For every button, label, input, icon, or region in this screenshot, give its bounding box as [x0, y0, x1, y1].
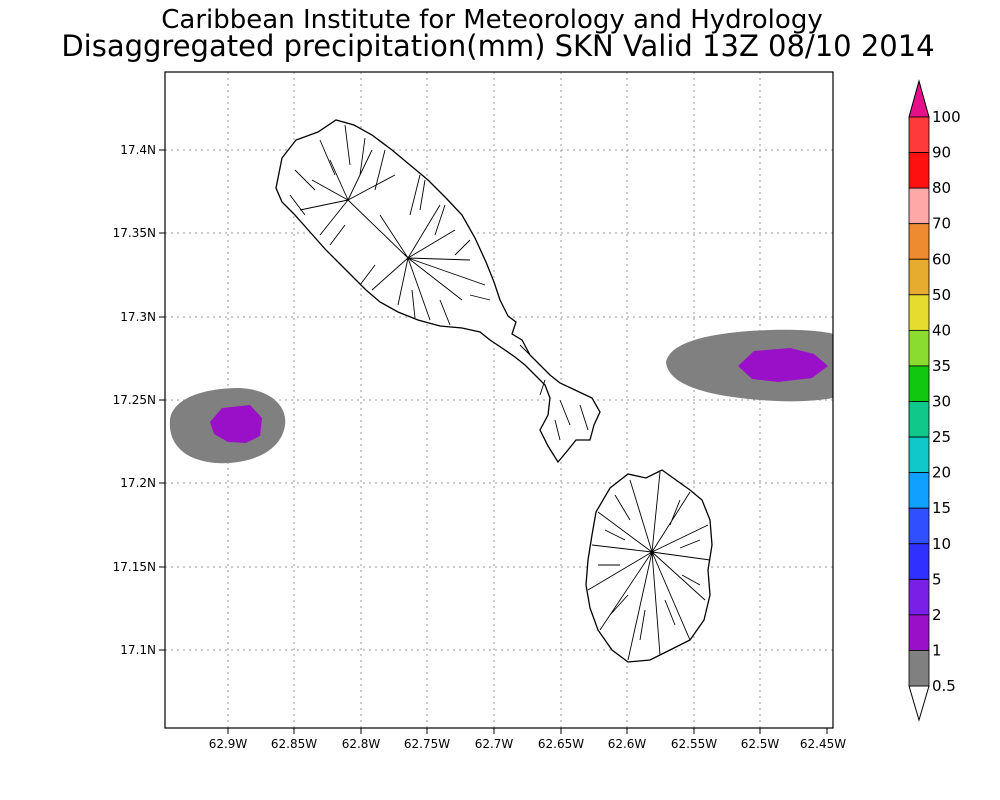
colorbar-bottom-arrow [908, 685, 930, 722]
island-st-kitts [275, 119, 601, 464]
title-line-1: Caribbean Institute for Meteorology and … [161, 5, 822, 35]
colorbar-label: 35 [932, 357, 951, 375]
colorbar-segment [908, 401, 930, 438]
precip-area-west [169, 388, 286, 464]
colorbar-legend: 100 90 80 70 60 50 40 35 30 25 20 15 10 5 2 1 0.5 [908, 79, 961, 722]
x-tick-label: 62.45W [800, 737, 846, 751]
colorbar-segment [908, 116, 930, 153]
x-axis: 62.9W 62.85W 62.8W 62.75W 62.7W 62.65W 6… [209, 728, 846, 751]
colorbar-label: 70 [932, 215, 951, 233]
nevis-drainage [587, 471, 711, 661]
colorbar-label: 10 [932, 535, 951, 553]
y-tick-label: 17.2N [120, 476, 156, 490]
map-background [165, 72, 833, 728]
y-tick-label: 17.4N [120, 143, 156, 157]
colorbar-segment [908, 578, 930, 616]
st-kitts-drainage [289, 124, 589, 441]
colorbar-label: 1 [932, 641, 942, 659]
colorbar-segment [908, 329, 930, 367]
x-tick-label: 62.75W [404, 737, 450, 751]
colorbar-label: 40 [932, 321, 951, 339]
colorbar-segment [908, 543, 930, 580]
colorbar-segment [908, 258, 930, 296]
colorbar-segment [908, 365, 930, 402]
colorbar-label: 30 [932, 393, 951, 411]
colorbar-segment [908, 614, 930, 651]
title-line-2: Disaggregated precipitation(mm) SKN Vali… [61, 29, 934, 63]
colorbar-label: 90 [932, 144, 951, 162]
colorbar-label: 5 [932, 570, 942, 588]
y-tick-label: 17.1N [120, 643, 156, 657]
precip-east-inner [738, 348, 828, 382]
colorbar-segment [908, 650, 930, 687]
colorbar-segment [908, 472, 930, 509]
x-tick-label: 62.65W [538, 737, 584, 751]
y-axis: 17.4N 17.35N 17.3N 17.25N 17.2N 17.15N 1… [113, 143, 165, 657]
colorbar-segment [908, 152, 930, 189]
colorbar-label: 20 [932, 464, 951, 482]
colorbar-segment [908, 187, 930, 225]
y-tick-label: 17.25N [113, 393, 156, 407]
colorbar-label: 2 [932, 606, 942, 624]
y-tick-label: 17.35N [113, 226, 156, 240]
y-tick-label: 17.3N [120, 310, 156, 324]
colorbar-label: 80 [932, 179, 951, 197]
colorbar-segment [908, 507, 930, 545]
colorbar-label: 100 [932, 108, 961, 126]
precip-area-east [666, 329, 833, 402]
map-panel [164, 71, 834, 729]
colorbar-labels: 100 90 80 70 60 50 40 35 30 25 20 15 10 5 2 1 0.5 [932, 108, 961, 695]
colorbar-label: 50 [932, 286, 951, 304]
x-tick-label: 62.85W [271, 737, 317, 751]
x-tick-label: 62.6W [608, 737, 647, 751]
colorbar-segment [908, 294, 930, 331]
x-tick-label: 62.9W [209, 737, 248, 751]
colorbar-label: 25 [932, 428, 951, 446]
x-tick-label: 62.7W [475, 737, 514, 751]
x-tick-label: 62.8W [342, 737, 381, 751]
x-tick-label: 62.55W [671, 737, 717, 751]
y-tick-label: 17.15N [113, 560, 156, 574]
colorbar-label: 60 [932, 250, 951, 268]
colorbar-label: 15 [932, 499, 951, 517]
x-tick-label: 62.5W [741, 737, 780, 751]
colorbar-top-arrow [908, 79, 930, 118]
precip-west-inner [210, 405, 262, 443]
colorbar-segment [908, 436, 930, 474]
colorbar-segments [908, 116, 930, 687]
colorbar-label: 0.5 [932, 677, 956, 695]
colorbar-segment [908, 223, 930, 260]
st-kitts-outline [275, 119, 601, 464]
island-nevis [585, 469, 713, 663]
